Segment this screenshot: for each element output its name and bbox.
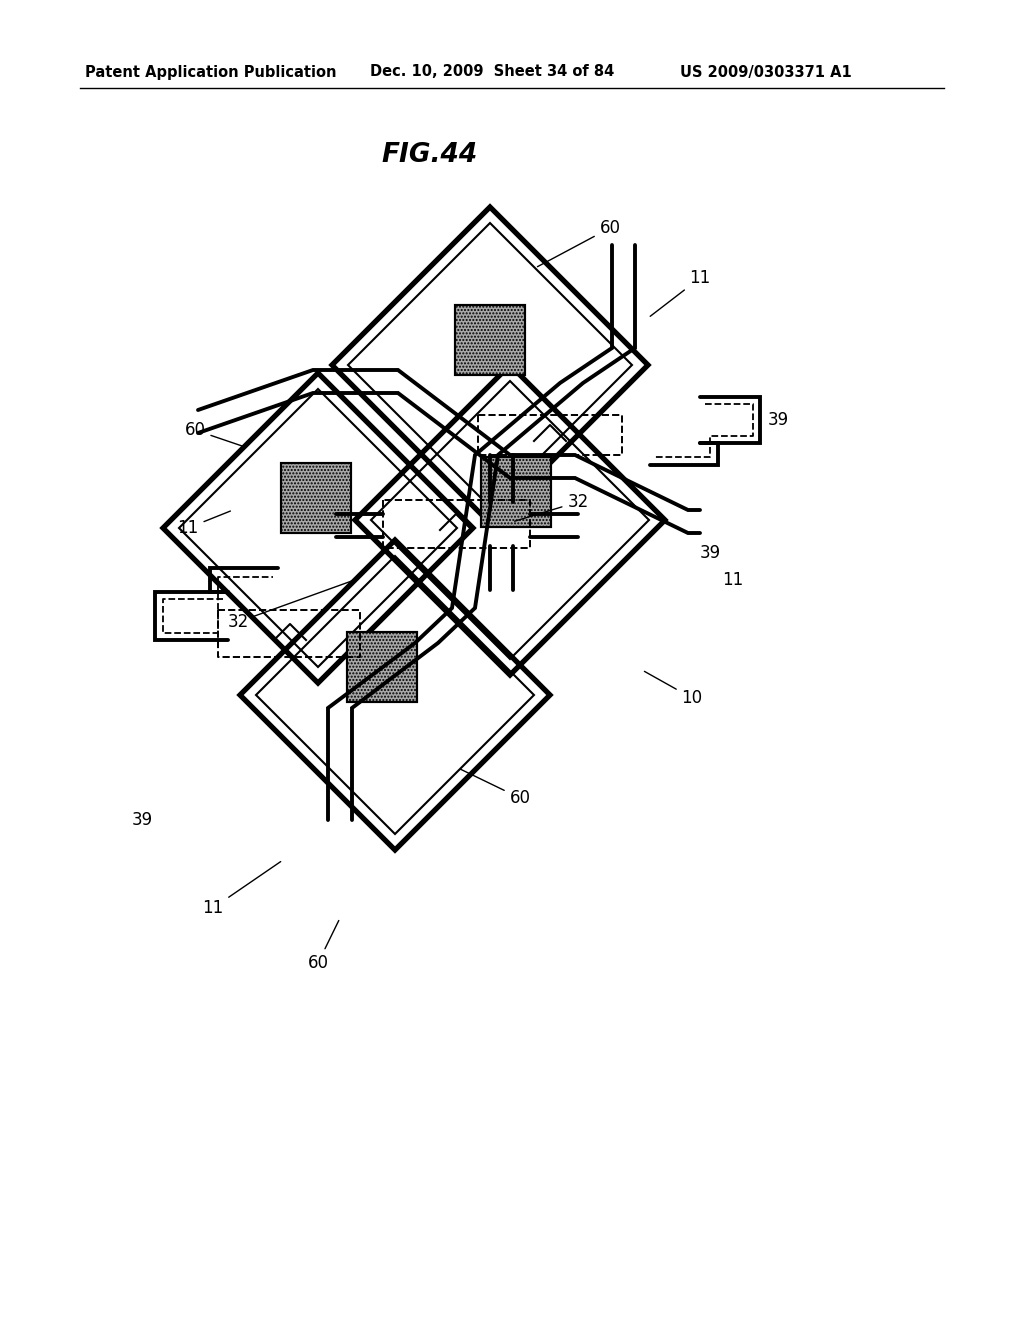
Text: 60: 60 (461, 770, 530, 807)
Text: 11: 11 (177, 511, 230, 537)
Bar (281, 463, 351, 533)
Text: 39: 39 (700, 544, 721, 562)
Text: 11: 11 (203, 862, 281, 917)
Text: 60: 60 (307, 920, 339, 972)
Bar (481, 457, 551, 527)
Text: Dec. 10, 2009  Sheet 34 of 84: Dec. 10, 2009 Sheet 34 of 84 (370, 65, 614, 79)
Bar (455, 305, 525, 375)
Text: Patent Application Publication: Patent Application Publication (85, 65, 337, 79)
Text: US 2009/0303371 A1: US 2009/0303371 A1 (680, 65, 852, 79)
Text: 10: 10 (644, 672, 702, 708)
Text: 32: 32 (515, 492, 589, 521)
Bar (455, 305, 525, 375)
Text: 11: 11 (650, 269, 711, 317)
Text: 39: 39 (768, 411, 790, 429)
Bar (281, 463, 351, 533)
Text: 11: 11 (722, 572, 743, 589)
Text: 60: 60 (184, 421, 246, 447)
Text: FIG.44: FIG.44 (382, 143, 478, 168)
Text: 39: 39 (132, 810, 154, 829)
Bar (481, 457, 551, 527)
Text: 32: 32 (227, 579, 357, 631)
Bar (347, 632, 417, 702)
Bar (347, 632, 417, 702)
Text: 60: 60 (538, 219, 621, 267)
